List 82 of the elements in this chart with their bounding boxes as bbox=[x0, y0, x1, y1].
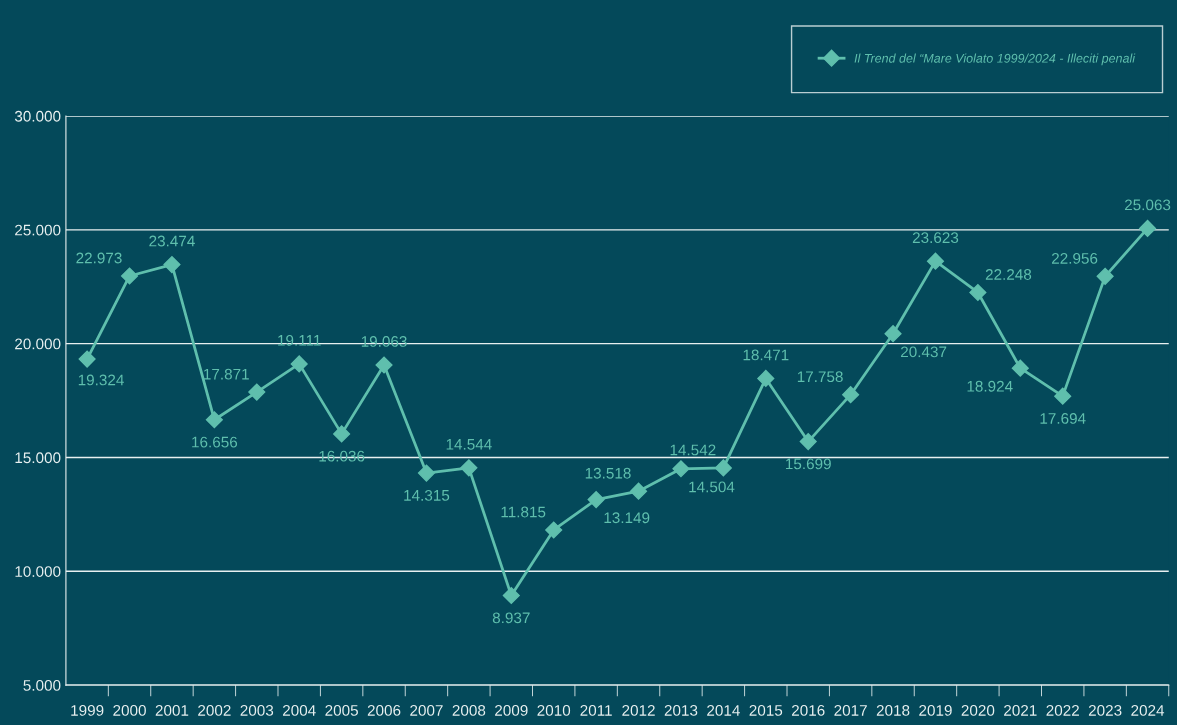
x-tick-label: 2020 bbox=[961, 704, 995, 716]
point bbox=[969, 283, 987, 302]
data-label: 17.871 bbox=[204, 368, 249, 380]
data-label: 22.956 bbox=[1051, 252, 1098, 264]
x-tick-label: 2023 bbox=[1088, 704, 1122, 716]
x-tick-label: 2007 bbox=[410, 704, 443, 716]
x-tick-label: 2015 bbox=[749, 704, 783, 716]
point bbox=[375, 356, 393, 374]
point bbox=[587, 491, 605, 509]
x-tick-label: 2021 bbox=[1004, 704, 1037, 716]
data-label: 20.437 bbox=[901, 346, 947, 358]
point bbox=[629, 482, 648, 500]
data-label: 22.973 bbox=[76, 252, 122, 264]
point bbox=[799, 433, 817, 451]
point bbox=[1096, 267, 1114, 285]
y-tick-label: 5.000 bbox=[23, 679, 61, 691]
x-tick-label: 2002 bbox=[198, 704, 231, 716]
x-tick-label: 2018 bbox=[876, 704, 910, 716]
point bbox=[757, 369, 775, 388]
y-tick-label: 25.000 bbox=[15, 224, 61, 236]
data-label: 14.504 bbox=[689, 481, 735, 493]
point bbox=[884, 325, 902, 343]
x-tick-label: 2006 bbox=[367, 704, 401, 716]
x-tick-label: 1999 bbox=[71, 704, 104, 716]
x-tick-label: 2024 bbox=[1131, 704, 1165, 716]
x-tick-label: 2022 bbox=[1046, 704, 1079, 716]
point bbox=[460, 459, 478, 477]
data-label: 15.699 bbox=[786, 458, 831, 470]
y-tick-label: 15.000 bbox=[15, 452, 61, 464]
x-tick-label: 2017 bbox=[834, 704, 867, 716]
y-tick-label: 20.000 bbox=[15, 338, 61, 350]
data-label: 22.248 bbox=[985, 269, 1032, 280]
data-label: 17.694 bbox=[1040, 413, 1086, 424]
point bbox=[714, 459, 732, 477]
legend-label: Il Trend del “Mare Violato 1999/2024 - Illeciti penali bbox=[854, 53, 1136, 66]
x-tick-label: 2011 bbox=[580, 704, 612, 716]
data-label: 16.656 bbox=[192, 436, 238, 448]
point bbox=[545, 521, 563, 539]
x-tick-label: 2009 bbox=[495, 704, 528, 716]
x-tick-label: 2001 bbox=[155, 704, 189, 716]
point bbox=[502, 586, 520, 605]
point bbox=[417, 464, 436, 482]
data-label: 14.544 bbox=[446, 439, 492, 450]
point bbox=[78, 350, 96, 368]
data-label: 18.471 bbox=[743, 349, 789, 361]
point bbox=[672, 460, 690, 478]
point bbox=[1011, 359, 1029, 377]
data-label: 18.924 bbox=[967, 380, 1013, 392]
x-tick-label: 2012 bbox=[622, 704, 655, 716]
x-tick-label: 2003 bbox=[240, 704, 274, 716]
point bbox=[290, 355, 308, 373]
data-label: 17.758 bbox=[797, 371, 843, 383]
point bbox=[926, 252, 945, 270]
data-label: 8.937 bbox=[492, 612, 530, 624]
point bbox=[163, 256, 181, 274]
data-label: 11.815 bbox=[501, 506, 546, 518]
data-label: 25.063 bbox=[1124, 199, 1171, 211]
x-tick-label: 2014 bbox=[707, 704, 740, 716]
data-label: 23.474 bbox=[149, 235, 195, 247]
data-label: 19.324 bbox=[78, 374, 124, 386]
x-tick-label: 2016 bbox=[791, 704, 825, 716]
data-label: 13.518 bbox=[585, 467, 631, 479]
data-label: 13.149 bbox=[604, 512, 650, 524]
x-tick-label: 2000 bbox=[113, 704, 146, 716]
x-tick-label: 2010 bbox=[537, 704, 571, 716]
point bbox=[333, 425, 351, 443]
point bbox=[842, 386, 860, 404]
x-tick-label: 2019 bbox=[919, 704, 952, 716]
y-tick-label: 10.000 bbox=[15, 566, 61, 577]
x-tick-label: 2005 bbox=[325, 704, 358, 716]
x-tick-label: 2013 bbox=[664, 704, 698, 716]
data-label: 14.315 bbox=[404, 489, 450, 501]
point bbox=[1139, 219, 1157, 237]
point bbox=[120, 267, 139, 285]
x-tick-label: 2008 bbox=[452, 704, 486, 716]
point bbox=[248, 383, 266, 401]
y-tick-label: 30.000 bbox=[14, 110, 61, 122]
x-tick-label: 2004 bbox=[282, 704, 316, 716]
data-label: 14.542 bbox=[670, 444, 716, 456]
point bbox=[1054, 387, 1072, 405]
data-label: 23.623 bbox=[912, 232, 959, 244]
point bbox=[205, 411, 223, 429]
